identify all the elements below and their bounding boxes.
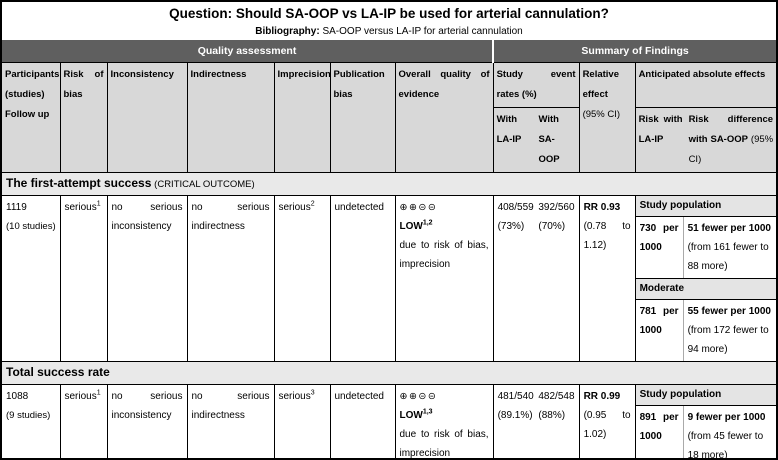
section-row-first-attempt: The first-attempt success (CRITICAL OUTC…	[2, 171, 776, 196]
absolute-effects-table: Study population 730 per 1000 51 fewer p…	[635, 195, 776, 361]
col-header-participants: Participants (studies) Follow up	[2, 61, 61, 173]
page-title: Question: Should SA-OOP vs LA-IP be used…	[169, 6, 609, 21]
evidence-table: Quality assessment Summary of Findings P…	[2, 39, 776, 460]
grade-level: LOW	[399, 409, 423, 421]
risk-difference: 55 fewer per 1000 (from 172 fewer to 94 …	[687, 305, 771, 355]
event-rate-la-ip: 481/540 (89.1%)	[497, 390, 534, 421]
column-header-row: Participants (studies) Follow up Risk of…	[2, 61, 776, 173]
study-population-row: 891 per 1000 9 fewer per 1000 (from 45 f…	[636, 405, 776, 460]
cell-relative-effect: RR 0.93 (0.78 to 1.12)	[578, 194, 636, 362]
cell-event-rates: 408/559 (73%) 392/560 (70%)	[492, 194, 580, 362]
section-tag: (CRITICAL OUTCOME)	[154, 178, 255, 190]
col-header-event-rates: Study event rates (%)	[492, 61, 580, 108]
cell-publication-bias: undetected	[329, 194, 396, 362]
col-header-imprecision: Imprecision	[273, 61, 331, 173]
cell-inconsistency: no serious inconsistency	[106, 194, 188, 362]
cell-indirectness: no serious indirectness	[186, 383, 275, 458]
cell-participants: 1119 (10 studies)	[2, 194, 61, 362]
grade-symbols: ⊕⊕⊝⊝	[399, 201, 438, 213]
cell-overall-quality: ⊕⊕⊝⊝ LOW1,3 due to risk of bias, impreci…	[394, 383, 494, 459]
col-header-risk-of-bias: Risk of bias	[59, 61, 108, 173]
cell-relative-effect: RR 0.99 (0.95 to 1.02)	[578, 383, 636, 458]
sub-header-risk-difference: Risk difference with SA-OOP (95% CI)	[688, 113, 774, 165]
study-population-header: Study population	[635, 384, 776, 406]
col-header-relative-effect: Relative effect (95% CI)	[578, 61, 636, 173]
cell-event-rates: 481/540 (89.1%) 482/548 (88%)	[492, 383, 580, 458]
section-title: The first-attempt success	[6, 175, 152, 190]
sub-header-absolute-effects: Risk with LA-IP Risk difference with SA-…	[634, 106, 776, 173]
risk-difference: 9 fewer per 1000 (from 45 fewer to 18 mo…	[687, 411, 766, 460]
relative-effect-label: Relative effect	[582, 68, 619, 100]
cell-participants: 1088 (9 studies)	[2, 383, 61, 458]
cell-absolute-effects: Study population 891 per 1000 9 fewer pe…	[634, 383, 776, 460]
section-cell: Total success rate	[2, 360, 776, 385]
bibliography-text: SA-OOP versus LA-IP for arterial cannula…	[322, 26, 523, 37]
section-title: Total success rate	[6, 364, 110, 379]
cell-overall-quality: ⊕⊕⊝⊝ LOW1,2 due to risk of bias, impreci…	[394, 194, 494, 362]
cell-risk-of-bias: serious1	[59, 383, 108, 458]
baseline-risk: 891 per 1000	[636, 405, 684, 458]
title-block: Question: Should SA-OOP vs LA-IP be used…	[2, 2, 776, 40]
table-row-first-attempt: 1119 (10 studies) serious1 no serious in…	[2, 194, 776, 362]
cell-imprecision: serious3	[273, 383, 331, 458]
study-population-header: Study population	[635, 195, 776, 217]
moderate-row: 781 per 1000 55 fewer per 1000 (from 172…	[636, 299, 776, 361]
absolute-effects-table: Study population 891 per 1000 9 fewer pe…	[635, 384, 776, 460]
section-cell: The first-attempt success (CRITICAL OUTC…	[2, 171, 776, 196]
cell-risk-of-bias: serious1	[59, 194, 108, 362]
grade-symbols: ⊕⊕⊝⊝	[399, 390, 438, 402]
bibliography-label: Bibliography:	[255, 26, 320, 37]
cell-inconsistency: no serious inconsistency	[106, 383, 188, 458]
group-band-row: Quality assessment Summary of Findings	[2, 39, 776, 63]
moderate-header: Moderate	[635, 278, 776, 300]
sub-header-event-rates: With LA-IP With SA-OOP	[492, 106, 580, 173]
band-quality-assessment: Quality assessment	[2, 39, 494, 63]
grade-reason: due to risk of bias, imprecision	[399, 428, 489, 459]
event-rate-sa-oop: 392/560 (70%)	[538, 201, 575, 232]
sub-header-row: With LA-IP With SA-OOP Risk with LA-IP R…	[2, 106, 776, 173]
event-rate-la-ip: 408/559 (73%)	[497, 201, 534, 232]
col-header-inconsistency: Inconsistency	[106, 61, 188, 173]
section-row-total-success: Total success rate	[2, 360, 776, 385]
cell-imprecision: serious2	[273, 194, 331, 362]
band-summary-of-findings: Summary of Findings	[492, 39, 776, 63]
cell-publication-bias: undetected	[329, 383, 396, 458]
baseline-risk: 781 per 1000	[636, 299, 684, 361]
grade-level: LOW	[399, 220, 423, 232]
event-rate-sa-oop: 482/548 (88%)	[538, 390, 575, 421]
bibliography: Bibliography: SA-OOP versus LA-IP for ar…	[2, 24, 776, 39]
table-row-total-success: 1088 (9 studies) serious1 no serious inc…	[2, 383, 776, 460]
col-header-overall-quality: Overall quality of evidence	[394, 61, 494, 173]
grade-reason: due to risk of bias, imprecision	[399, 239, 489, 270]
risk-difference: 51 fewer per 1000 (from 161 fewer to 88 …	[687, 222, 771, 272]
sub-header-with-la-ip: With LA-IP	[496, 113, 522, 145]
study-population-row: 730 per 1000 51 fewer per 1000 (from 161…	[635, 216, 776, 279]
sub-header-with-sa-oop: With SA-OOP	[538, 113, 560, 165]
col-header-publication-bias: Publication bias	[329, 61, 396, 173]
baseline-risk: 730 per 1000	[636, 216, 684, 278]
col-header-absolute-effects: Anticipated absolute effects	[634, 61, 776, 108]
sub-header-risk-la-ip: Risk with LA-IP	[638, 113, 683, 145]
relative-effect-ci: (95% CI)	[582, 108, 621, 120]
cell-absolute-effects: Study population 730 per 1000 51 fewer p…	[634, 194, 776, 362]
cell-indirectness: no serious indirectness	[186, 194, 275, 362]
col-header-indirectness: Indirectness	[186, 61, 275, 173]
